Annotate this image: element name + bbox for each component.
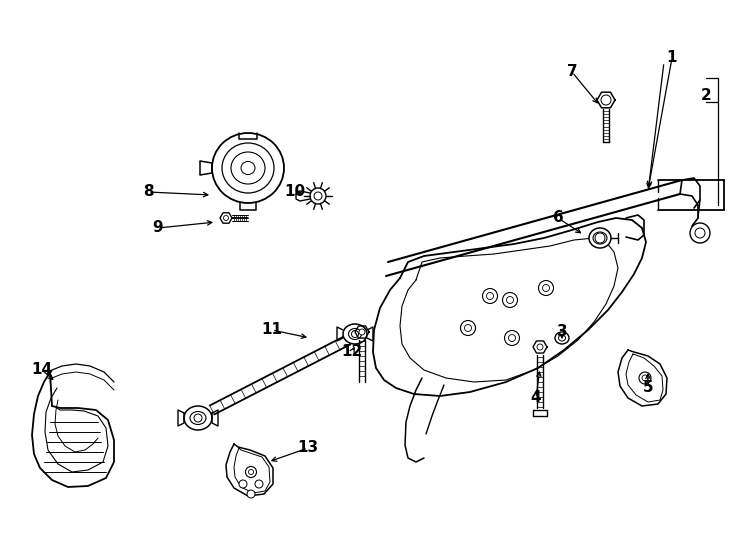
Text: 12: 12 <box>341 345 363 360</box>
Circle shape <box>537 344 543 350</box>
Ellipse shape <box>555 332 569 344</box>
Circle shape <box>482 288 498 303</box>
Text: 13: 13 <box>297 441 319 456</box>
Circle shape <box>194 414 202 422</box>
Circle shape <box>642 375 648 381</box>
Text: 10: 10 <box>285 185 305 199</box>
Ellipse shape <box>593 232 607 244</box>
Circle shape <box>310 188 326 204</box>
Circle shape <box>504 330 520 346</box>
Circle shape <box>239 480 247 488</box>
Circle shape <box>249 469 253 475</box>
Text: 11: 11 <box>261 322 283 338</box>
Text: 6: 6 <box>553 211 564 226</box>
Circle shape <box>247 490 255 498</box>
Circle shape <box>223 215 228 220</box>
Text: 3: 3 <box>556 325 567 340</box>
Circle shape <box>460 321 476 335</box>
Ellipse shape <box>212 133 284 203</box>
Circle shape <box>690 223 710 243</box>
Ellipse shape <box>190 411 206 424</box>
Text: 5: 5 <box>643 380 653 395</box>
Circle shape <box>695 228 705 238</box>
Text: 8: 8 <box>142 185 153 199</box>
Circle shape <box>509 334 515 341</box>
Circle shape <box>352 330 358 338</box>
Circle shape <box>487 293 493 300</box>
Circle shape <box>503 293 517 307</box>
Circle shape <box>601 95 611 105</box>
Ellipse shape <box>231 152 265 184</box>
Circle shape <box>639 372 651 384</box>
Circle shape <box>595 233 605 243</box>
Circle shape <box>314 192 322 200</box>
Ellipse shape <box>222 143 274 193</box>
Ellipse shape <box>241 161 255 174</box>
Text: 1: 1 <box>666 51 677 65</box>
Ellipse shape <box>343 324 367 344</box>
Circle shape <box>359 329 365 335</box>
Text: 4: 4 <box>531 390 541 406</box>
Circle shape <box>255 480 263 488</box>
Circle shape <box>539 280 553 295</box>
Circle shape <box>506 296 514 303</box>
Circle shape <box>542 285 550 292</box>
Ellipse shape <box>589 228 611 248</box>
Text: 2: 2 <box>701 87 711 103</box>
Text: 14: 14 <box>32 362 53 377</box>
Ellipse shape <box>559 335 565 341</box>
Circle shape <box>465 325 471 332</box>
Ellipse shape <box>184 406 212 430</box>
Circle shape <box>245 467 256 477</box>
Text: 9: 9 <box>153 220 163 235</box>
Text: 7: 7 <box>567 64 578 79</box>
Ellipse shape <box>349 328 362 340</box>
